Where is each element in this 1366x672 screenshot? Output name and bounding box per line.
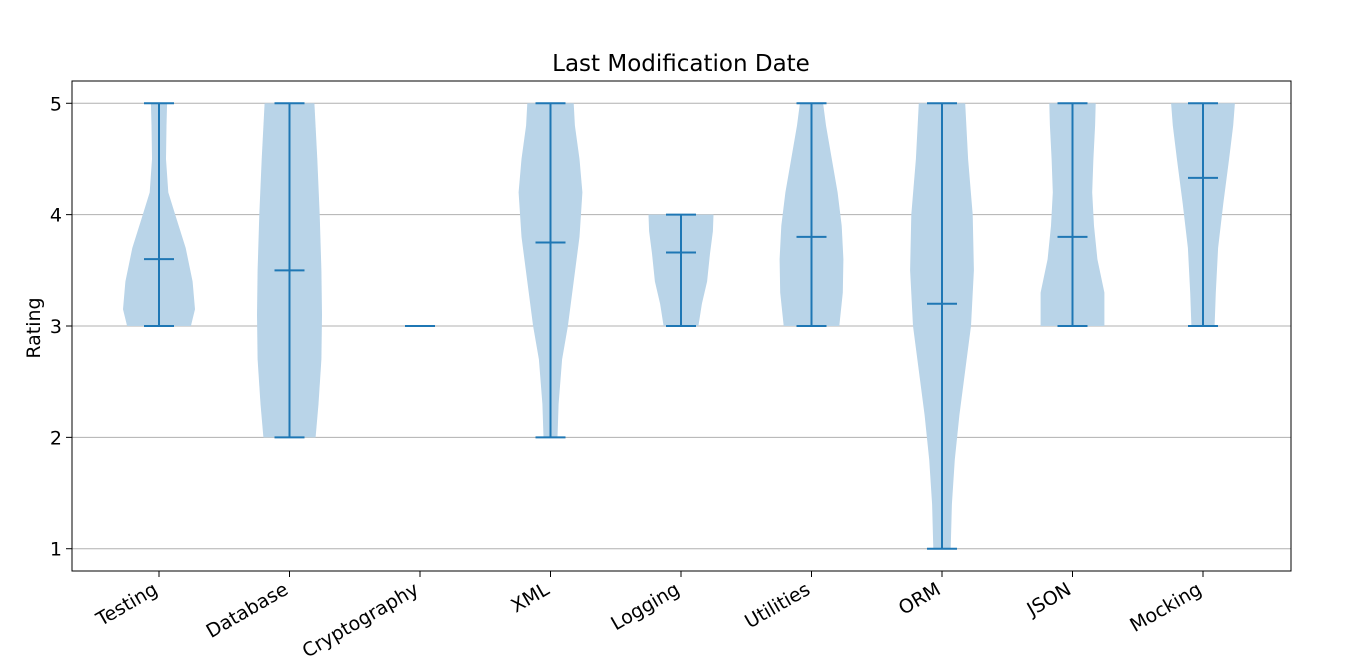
violins (123, 102, 1235, 550)
y-tick-label: 4 (50, 205, 62, 227)
y-axis-label: Rating (23, 297, 45, 358)
y-tick-label: 5 (50, 93, 62, 115)
y-tick-label: 2 (50, 427, 62, 449)
violin-database (257, 102, 322, 439)
violin-json (1040, 102, 1105, 327)
y-tick-label: 1 (50, 539, 62, 561)
y-tick-label: 3 (50, 316, 62, 338)
x-tick-label: JSON (1023, 578, 1075, 621)
violin-utilities (779, 102, 844, 327)
x-tick-label: Logging (607, 578, 683, 635)
x-tick-label: Testing (92, 578, 162, 631)
x-tick-label: Mocking (1126, 578, 1205, 636)
violin-testing (123, 102, 195, 327)
chart-title: Last Modification Date (552, 51, 810, 77)
x-tick-label: Utilities (741, 578, 814, 633)
x-tick-label: Database (202, 578, 292, 642)
plot-frame (71, 80, 1292, 572)
axis-ticks: 1 2 3 4 5 Testing Database Cryptography XML Loggi… (50, 93, 1206, 662)
violin-mocking (1171, 102, 1235, 327)
violin-xml (518, 102, 583, 439)
x-tick-label: XML (507, 578, 553, 617)
x-tick-label: Cryptography (299, 578, 423, 662)
x-tick-label: ORM (895, 578, 945, 619)
violin-logging (648, 213, 714, 327)
violin-orm (910, 102, 974, 550)
